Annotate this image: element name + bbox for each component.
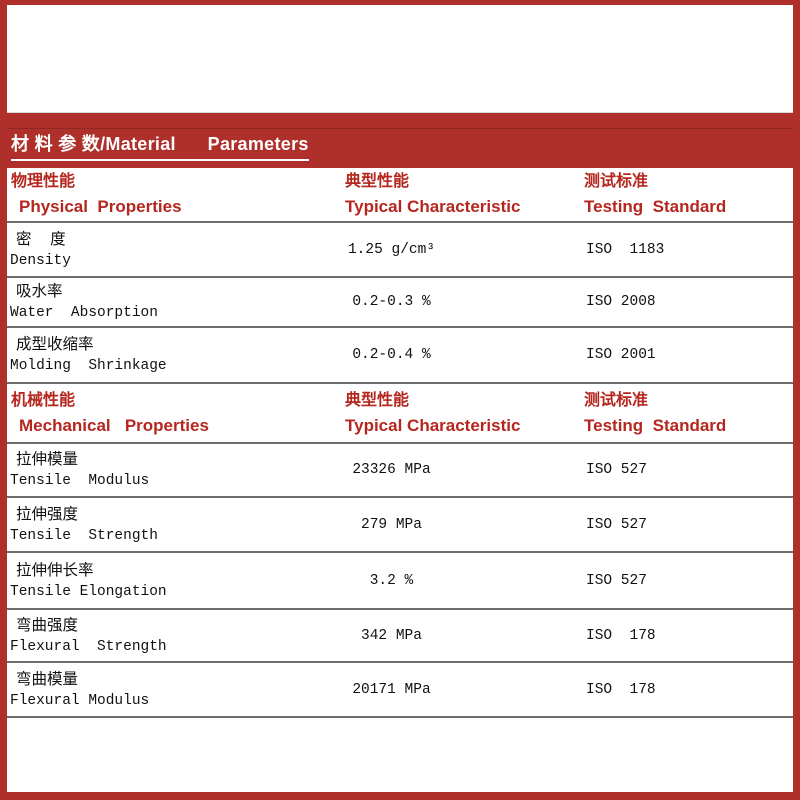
water-absorption-label-cell: 吸水率 Water Absorption: [7, 278, 335, 326]
mechanical-typical-header-cn: 典型性能: [345, 391, 410, 409]
flexural-modulus-value: 20171 MPa: [352, 681, 431, 698]
molding-shrinkage-value: 0.2-0.4 %: [352, 347, 431, 363]
physical-header-en: Physical Properties: [19, 197, 182, 216]
tensile-modulus-standard-cell: ISO 527: [578, 444, 793, 496]
flexural-strength-standard-cell: ISO 178: [578, 610, 793, 661]
tensile-modulus-label-cell: 拉伸模量 Tensile Modulus: [7, 444, 335, 496]
mechanical-header-row: 机械性能 Mechanical Properties 典型性能 Typical …: [7, 384, 793, 444]
tensile-modulus-label-cn: 拉伸模量: [16, 451, 79, 469]
table-row-tensile-strength: 拉伸强度 Tensile Strength 279 MPa ISO 527: [7, 498, 793, 553]
flexural-modulus-standard-cell: ISO 178: [578, 663, 793, 716]
material-parameters-table: 物理性能 Physical Properties 典型性能 Typical Ch…: [7, 168, 793, 792]
table-row-molding-shrinkage: 成型收缩率 Molding Shrinkage 0.2-0.4 % ISO 20…: [7, 328, 793, 384]
flexural-strength-standard: ISO 178: [586, 627, 656, 644]
flexural-modulus-label-cell: 弯曲模量 Flexural Modulus: [7, 663, 335, 716]
water-absorption-value-cell: 0.2-0.3 %: [335, 278, 578, 326]
density-standard: ISO 1183: [586, 241, 665, 258]
density-label-cell: 密 度 Density: [7, 223, 335, 276]
standard-header-cn: 测试标准: [584, 173, 649, 190]
tensile-strength-value: 279 MPa: [361, 516, 422, 533]
tensile-elongation-label-en: Tensile Elongation: [10, 583, 167, 600]
tensile-strength-standard-cell: ISO 527: [578, 498, 793, 551]
band-divider-line: [7, 128, 793, 129]
tensile-elongation-standard-cell: ISO 527: [578, 553, 793, 608]
mechanical-header-cn: 机械性能: [11, 391, 76, 409]
page-title: 材 料 参 数/Material Parameters: [11, 130, 309, 161]
table-row-tensile-modulus: 拉伸模量 Tensile Modulus 23326 MPa ISO 527: [7, 444, 793, 498]
molding-shrinkage-value-cell: 0.2-0.4 %: [335, 328, 578, 382]
tensile-modulus-label-en: Tensile Modulus: [10, 473, 150, 489]
tensile-modulus-standard: ISO 527: [586, 462, 647, 478]
table-row-tensile-elongation: 拉伸伸长率 Tensile Elongation 3.2 % ISO 527: [7, 553, 793, 610]
physical-header-row: 物理性能 Physical Properties 典型性能 Typical Ch…: [7, 168, 793, 223]
tensile-elongation-value-cell: 3.2 %: [335, 553, 578, 608]
standard-header-en: Testing Standard: [584, 197, 727, 216]
mechanical-standard-header-en: Testing Standard: [584, 415, 727, 435]
flexural-strength-value: 342 MPa: [361, 627, 422, 644]
molding-shrinkage-standard-cell: ISO 2001: [578, 328, 793, 382]
flexural-strength-label-en: Flexural Strength: [10, 638, 167, 655]
tensile-strength-standard: ISO 527: [586, 516, 647, 533]
mechanical-standard-header-cn: 测试标准: [584, 391, 649, 409]
mechanical-typical-header-cell: 典型性能 Typical Characteristic: [335, 384, 578, 442]
mechanical-header-en: Mechanical Properties: [19, 415, 209, 435]
density-label-en: Density: [10, 252, 71, 269]
table-row-density: 密 度 Density 1.25 g/cm³ ISO 1183: [7, 223, 793, 278]
molding-shrinkage-label-cn: 成型收缩率: [16, 336, 94, 354]
tensile-strength-value-cell: 279 MPa: [335, 498, 578, 551]
top-blank-panel: [7, 5, 793, 113]
tensile-modulus-value-cell: 23326 MPa: [335, 444, 578, 496]
typical-header-en: Typical Characteristic: [345, 197, 521, 216]
tensile-elongation-value: 3.2 %: [369, 572, 414, 589]
section-title-band: 材 料 参 数/Material Parameters: [7, 112, 793, 168]
mechanical-typical-header-en: Typical Characteristic: [345, 415, 521, 435]
water-absorption-label-cn: 吸水率: [16, 283, 63, 301]
table-row-flexural-strength: 弯曲强度 Flexural Strength 342 MPa ISO 178: [7, 610, 793, 663]
density-value-cell: 1.25 g/cm³: [335, 223, 578, 276]
standard-header-cell: 测试标准 Testing Standard: [578, 168, 793, 221]
flexural-modulus-label-cn: 弯曲模量: [16, 670, 79, 689]
tensile-strength-label-cell: 拉伸强度 Tensile Strength: [7, 498, 335, 551]
molding-shrinkage-label-en: Molding Shrinkage: [10, 358, 167, 374]
tensile-modulus-value: 23326 MPa: [352, 462, 431, 478]
water-absorption-standard: ISO 2008: [586, 294, 656, 310]
flexural-strength-label-cell: 弯曲强度 Flexural Strength: [7, 610, 335, 661]
tensile-strength-label-cn: 拉伸强度: [16, 505, 79, 524]
tensile-strength-label-en: Tensile Strength: [10, 527, 158, 544]
tensile-elongation-label-cell: 拉伸伸长率 Tensile Elongation: [7, 553, 335, 608]
molding-shrinkage-standard: ISO 2001: [586, 347, 656, 363]
typical-header-cell: 典型性能 Typical Characteristic: [335, 168, 578, 221]
water-absorption-label-en: Water Absorption: [10, 305, 158, 321]
flexural-modulus-value-cell: 20171 MPa: [335, 663, 578, 716]
physical-header-cn: 物理性能: [11, 173, 76, 190]
flexural-strength-value-cell: 342 MPa: [335, 610, 578, 661]
molding-shrinkage-label-cell: 成型收缩率 Molding Shrinkage: [7, 328, 335, 382]
density-value: 1.25 g/cm³: [347, 241, 435, 258]
water-absorption-value: 0.2-0.3 %: [352, 294, 431, 310]
table-row-water-absorption: 吸水率 Water Absorption 0.2-0.3 % ISO 2008: [7, 278, 793, 328]
tensile-elongation-standard: ISO 527: [586, 572, 647, 589]
typical-header-cn: 典型性能: [345, 173, 410, 190]
tensile-elongation-label-cn: 拉伸伸长率: [16, 561, 94, 580]
table-row-flexural-modulus: 弯曲模量 Flexural Modulus 20171 MPa ISO 178: [7, 663, 793, 718]
flexural-modulus-label-en: Flexural Modulus: [10, 692, 150, 709]
flexural-modulus-standard: ISO 178: [586, 681, 656, 698]
physical-header-cell: 物理性能 Physical Properties: [7, 168, 335, 221]
density-label-cn: 密 度: [16, 230, 66, 249]
water-absorption-standard-cell: ISO 2008: [578, 278, 793, 326]
mechanical-standard-header-cell: 测试标准 Testing Standard: [578, 384, 793, 442]
mechanical-header-cell: 机械性能 Mechanical Properties: [7, 384, 335, 442]
flexural-strength-label-cn: 弯曲强度: [16, 616, 79, 635]
density-standard-cell: ISO 1183: [578, 223, 793, 276]
